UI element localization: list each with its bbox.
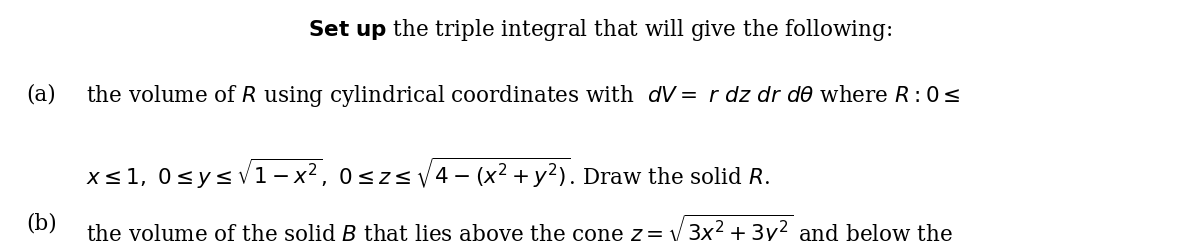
Text: the volume of $R$ using cylindrical coordinates with $\ dV =\ r\ dz\ dr\ d\theta: the volume of $R$ using cylindrical coor… (86, 83, 961, 109)
Text: (a): (a) (26, 83, 56, 105)
Text: the volume of the solid $B$ that lies above the cone $z = \sqrt{3x^2 + 3y^2}$ an: the volume of the solid $B$ that lies ab… (86, 212, 954, 241)
Text: (b): (b) (26, 212, 58, 234)
Text: $x \leq 1,\ 0 \leq y \leq \sqrt{1 - x^2},\ 0 \leq z \leq \sqrt{4 - (x^2 + y^2)}$: $x \leq 1,\ 0 \leq y \leq \sqrt{1 - x^2}… (86, 155, 770, 191)
Text: $\mathbf{Set\ up}$ the triple integral that will give the following:: $\mathbf{Set\ up}$ the triple integral t… (308, 17, 892, 43)
